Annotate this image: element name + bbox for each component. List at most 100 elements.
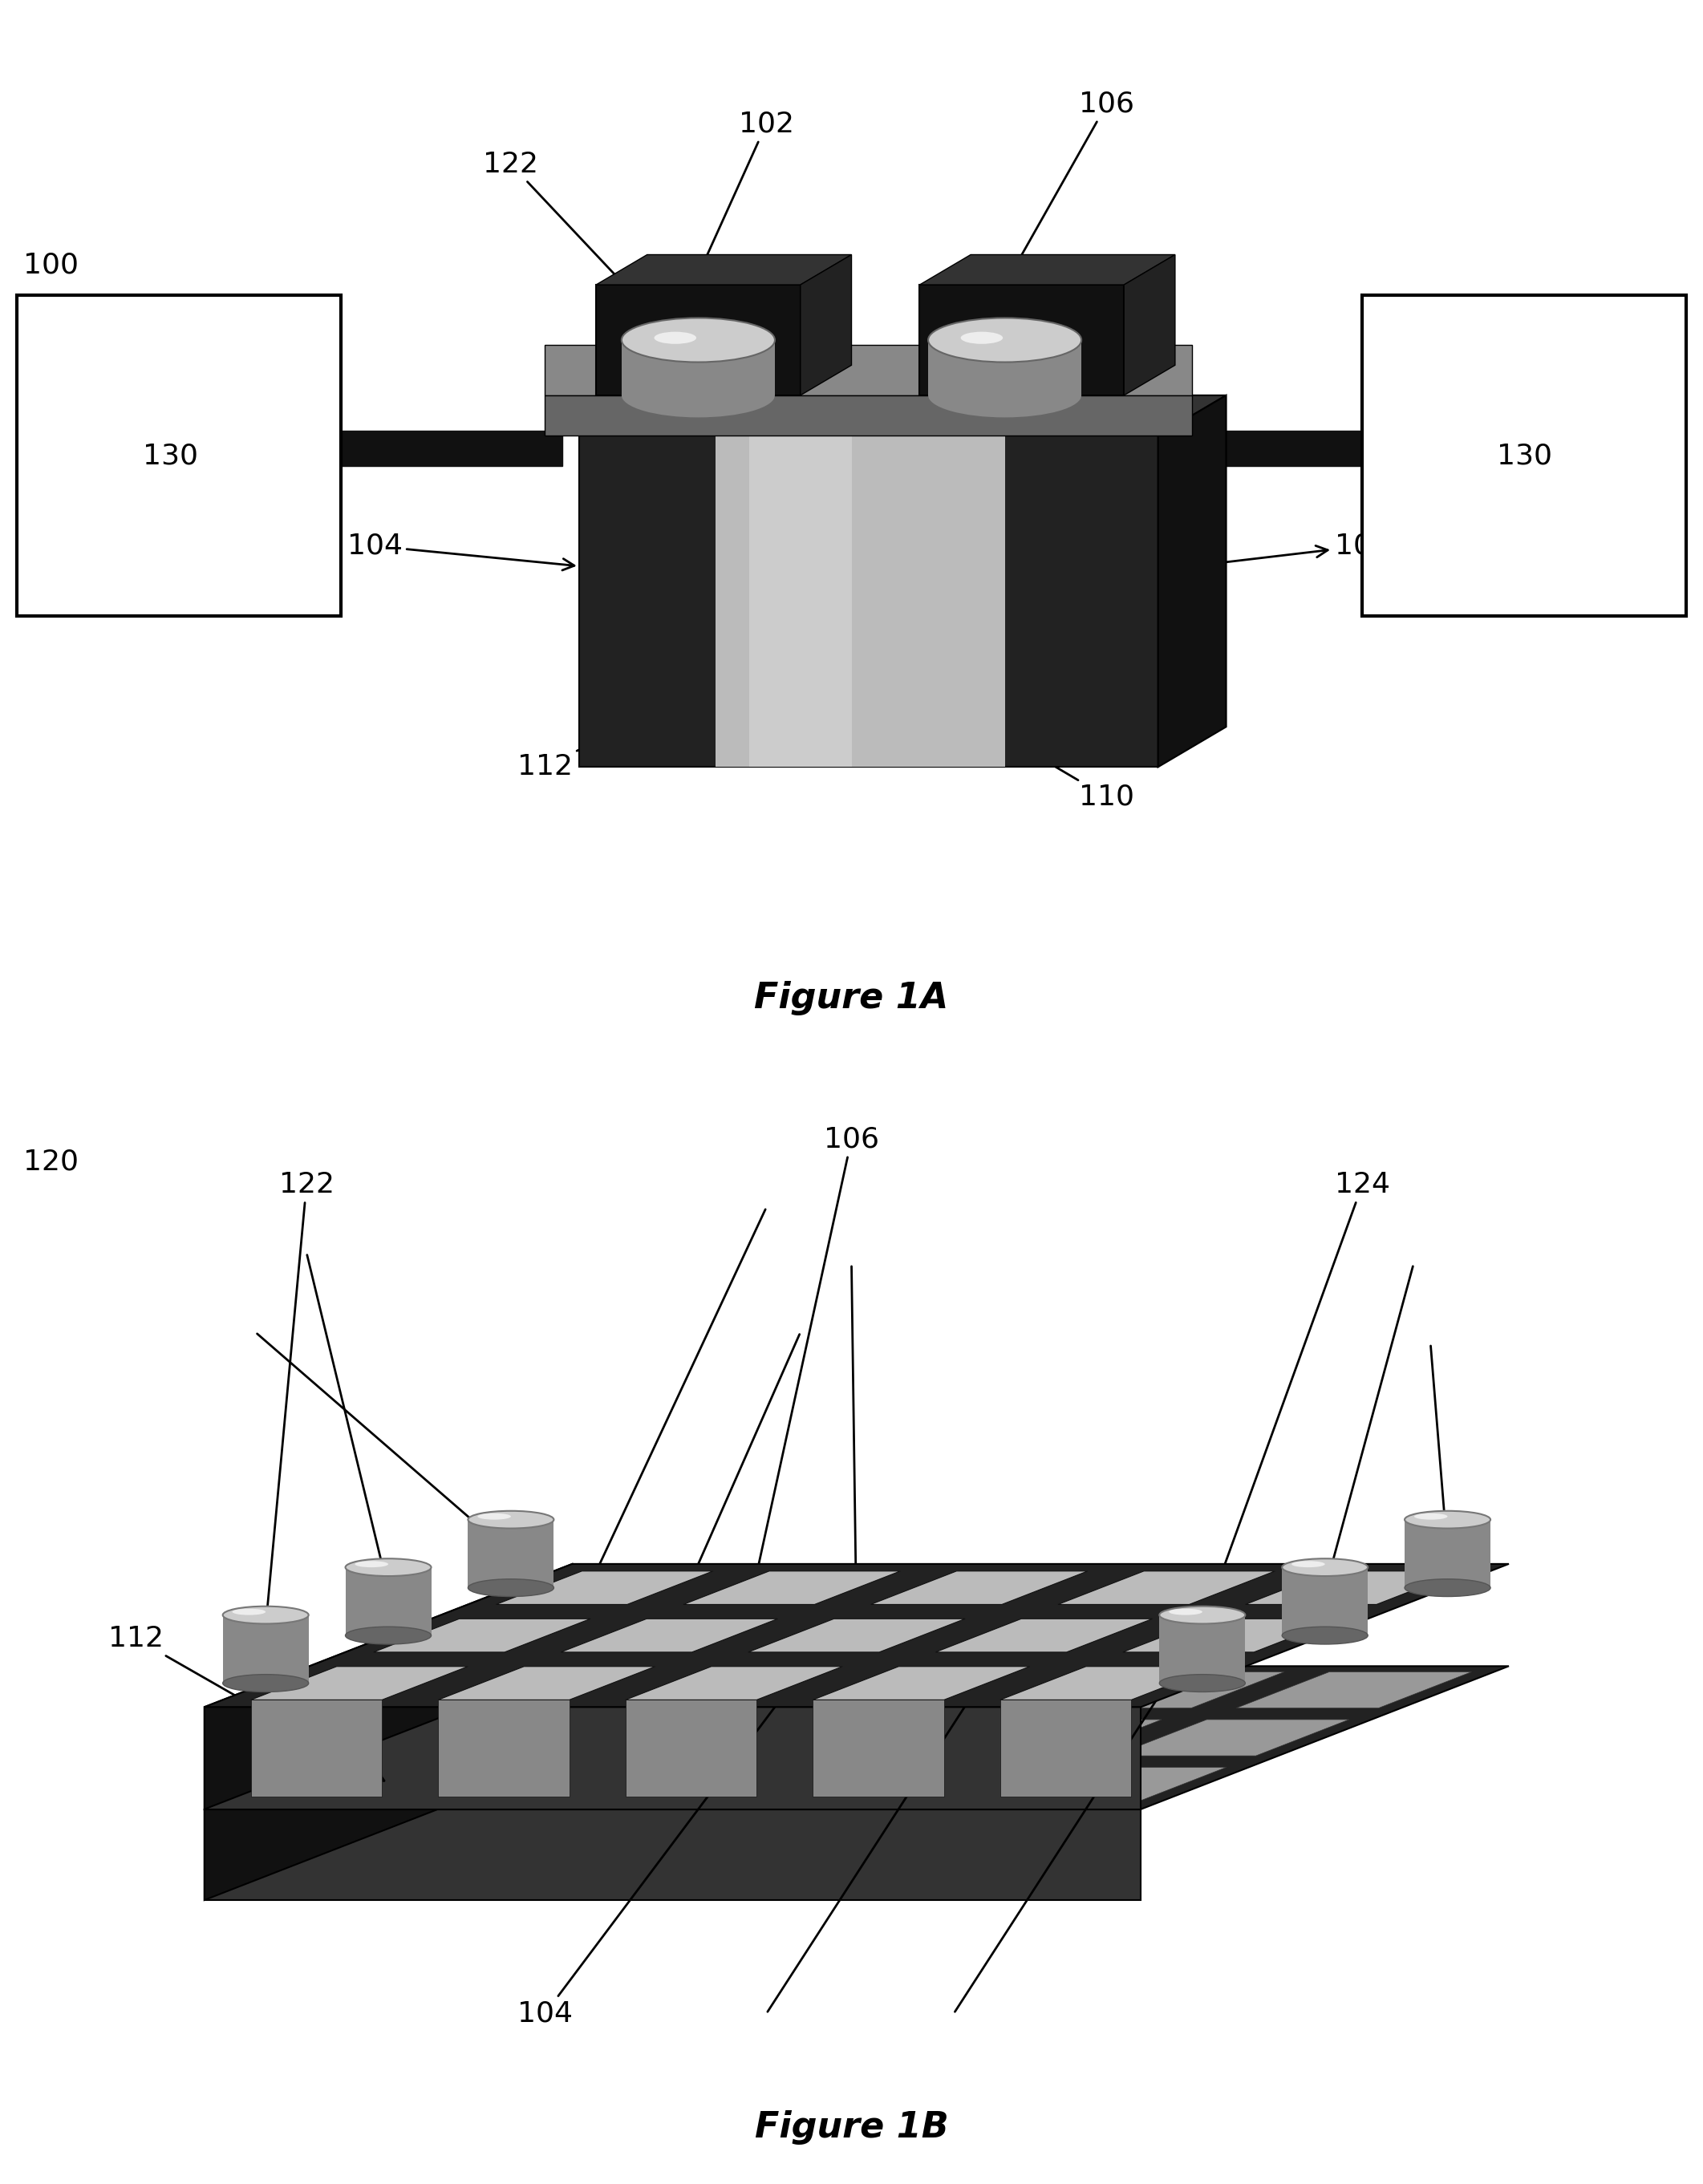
Ellipse shape	[232, 1610, 266, 1614]
Text: 112: 112	[109, 1625, 385, 1780]
Ellipse shape	[928, 319, 1081, 363]
Polygon shape	[920, 284, 1124, 395]
Text: 130: 130	[143, 441, 198, 470]
Polygon shape	[204, 1666, 1509, 1808]
Polygon shape	[429, 1767, 664, 1804]
Polygon shape	[870, 1570, 1088, 1605]
Ellipse shape	[1405, 1579, 1490, 1597]
Polygon shape	[862, 1673, 1097, 1708]
Text: 130: 130	[1497, 441, 1551, 470]
Polygon shape	[1158, 395, 1226, 767]
Ellipse shape	[354, 1562, 388, 1568]
Ellipse shape	[1413, 1514, 1448, 1520]
Text: 104: 104	[347, 533, 574, 570]
Ellipse shape	[223, 1605, 308, 1623]
Polygon shape	[674, 1673, 909, 1708]
Ellipse shape	[622, 319, 775, 363]
Polygon shape	[1049, 1673, 1284, 1708]
Text: 124: 124	[1202, 1171, 1390, 1623]
Ellipse shape	[346, 1559, 431, 1577]
Ellipse shape	[1282, 1627, 1368, 1645]
Polygon shape	[204, 1666, 572, 1900]
Polygon shape	[346, 1568, 431, 1636]
Polygon shape	[1405, 1520, 1490, 1588]
Polygon shape	[926, 1719, 1161, 1756]
Polygon shape	[487, 1673, 722, 1708]
Polygon shape	[616, 1767, 852, 1804]
Polygon shape	[373, 1618, 591, 1651]
Text: Figure 1B: Figure 1B	[754, 2110, 949, 2145]
Polygon shape	[1000, 1699, 1131, 1797]
Polygon shape	[1114, 1719, 1349, 1756]
Ellipse shape	[1405, 1511, 1490, 1529]
Polygon shape	[625, 1699, 756, 1797]
Polygon shape	[1122, 1618, 1340, 1651]
Polygon shape	[1245, 1570, 1463, 1605]
Polygon shape	[804, 1767, 1039, 1804]
Polygon shape	[1000, 1666, 1218, 1699]
Polygon shape	[935, 1618, 1153, 1651]
Ellipse shape	[1282, 1559, 1368, 1577]
Polygon shape	[749, 435, 852, 767]
Polygon shape	[596, 284, 800, 395]
Polygon shape	[920, 256, 1175, 284]
Polygon shape	[438, 1699, 569, 1797]
Ellipse shape	[622, 373, 775, 417]
Text: 122: 122	[484, 151, 678, 341]
Polygon shape	[812, 1666, 1030, 1699]
Ellipse shape	[1291, 1562, 1325, 1568]
Polygon shape	[545, 395, 1192, 435]
Polygon shape	[596, 256, 852, 284]
Ellipse shape	[468, 1511, 553, 1529]
Polygon shape	[250, 1666, 468, 1699]
Polygon shape	[579, 435, 1158, 767]
Text: 102: 102	[700, 111, 794, 271]
Polygon shape	[683, 1570, 901, 1605]
Polygon shape	[1236, 1673, 1471, 1708]
Ellipse shape	[960, 332, 1003, 343]
Text: 100: 100	[24, 251, 78, 277]
Polygon shape	[1282, 1568, 1368, 1636]
Polygon shape	[1058, 1570, 1276, 1605]
Polygon shape	[812, 1699, 943, 1797]
Text: 106: 106	[989, 90, 1134, 310]
Polygon shape	[364, 1719, 599, 1756]
Ellipse shape	[477, 1514, 511, 1520]
Polygon shape	[438, 1666, 656, 1699]
Ellipse shape	[928, 373, 1081, 417]
Polygon shape	[242, 1767, 477, 1804]
Text: 120: 120	[24, 1149, 78, 1175]
Text: 104: 104	[518, 1688, 788, 2027]
Bar	[1362, 295, 1686, 616]
Ellipse shape	[1160, 1605, 1245, 1623]
Polygon shape	[579, 395, 1226, 435]
Polygon shape	[560, 1618, 778, 1651]
Polygon shape	[223, 1614, 308, 1684]
Ellipse shape	[223, 1675, 308, 1693]
Polygon shape	[545, 345, 1192, 395]
Text: 122: 122	[261, 1171, 334, 1623]
Ellipse shape	[468, 1579, 553, 1597]
Ellipse shape	[1168, 1610, 1202, 1614]
Polygon shape	[1160, 1614, 1245, 1684]
Polygon shape	[928, 341, 1081, 395]
Bar	[17, 295, 341, 616]
Polygon shape	[204, 1564, 1509, 1708]
Text: 112: 112	[518, 649, 780, 780]
Text: 106: 106	[732, 1125, 879, 1673]
Polygon shape	[496, 1570, 714, 1605]
Ellipse shape	[1160, 1675, 1245, 1693]
Polygon shape	[250, 1699, 381, 1797]
Ellipse shape	[346, 1627, 431, 1645]
Polygon shape	[1124, 256, 1175, 395]
Polygon shape	[748, 1618, 966, 1651]
Text: 110: 110	[940, 699, 1134, 810]
Polygon shape	[468, 1520, 553, 1588]
Polygon shape	[622, 341, 775, 395]
Polygon shape	[204, 1808, 1141, 1900]
Polygon shape	[552, 1719, 787, 1756]
Bar	[85, 430, 562, 465]
Polygon shape	[204, 1708, 1141, 1808]
Ellipse shape	[654, 332, 697, 343]
Polygon shape	[625, 1666, 843, 1699]
